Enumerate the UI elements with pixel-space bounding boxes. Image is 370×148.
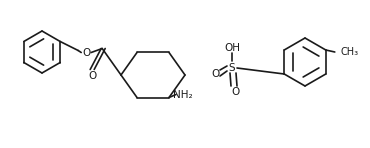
Text: OH: OH — [224, 43, 240, 53]
Text: S: S — [229, 63, 235, 73]
Text: O: O — [88, 70, 96, 81]
Text: CH₃: CH₃ — [341, 47, 359, 57]
Text: O: O — [82, 48, 90, 58]
Text: NH₂: NH₂ — [173, 90, 193, 99]
Text: O: O — [211, 69, 219, 79]
Text: O: O — [231, 87, 239, 97]
